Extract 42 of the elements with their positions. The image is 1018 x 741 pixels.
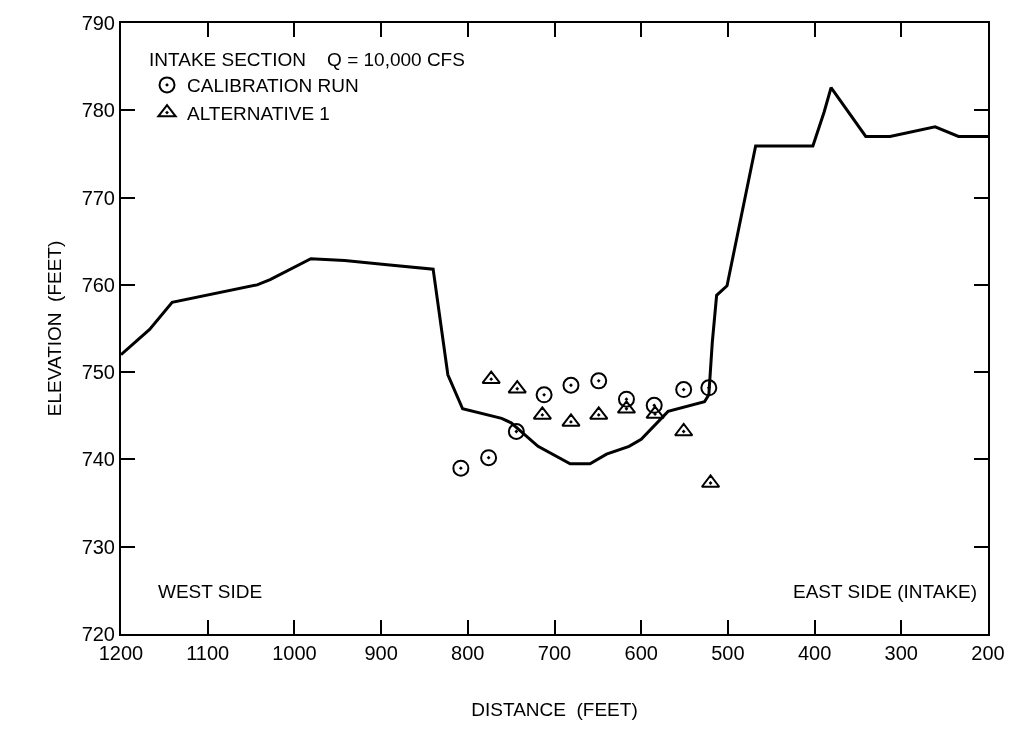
point [481, 370, 501, 384]
x-tick-label: 900 [364, 642, 398, 664]
y-tick-label: 720 [81, 623, 115, 645]
point [674, 423, 694, 437]
point [562, 376, 580, 394]
point [617, 390, 635, 408]
point [507, 380, 527, 394]
legend-label: CALIBRATION RUN [187, 75, 359, 97]
point [675, 381, 693, 399]
point [561, 413, 581, 427]
y-tick-label: 730 [81, 535, 115, 558]
x-tick-label: 1200 [98, 642, 144, 664]
y-tick-label: 790 [81, 12, 115, 34]
annotation: EAST SIDE (INTAKE) [793, 581, 978, 602]
x-axis-title: DISTANCE (FEET) [471, 699, 638, 721]
y-tick-label: 770 [81, 186, 115, 209]
x-tick-label: 300 [884, 642, 918, 664]
x-tick-label: 400 [797, 642, 832, 664]
point [645, 396, 663, 414]
point [480, 449, 498, 467]
legend-label: ALTERNATIVE 1 [187, 102, 330, 124]
y-tick-label: 740 [81, 448, 115, 471]
point [645, 405, 665, 419]
legend-title: INTAKE SECTION Q = 10,000 CFS [149, 49, 465, 71]
y-tick-label: 780 [81, 99, 115, 122]
y-axis-title: ELEVATION (FEET) [43, 240, 65, 417]
point [452, 459, 470, 477]
point [589, 406, 609, 420]
x-tick-label: 1100 [186, 642, 230, 664]
point [590, 372, 608, 390]
x-tick-label: 700 [537, 642, 572, 664]
y-tick-label: 760 [81, 273, 115, 296]
y-tick-label: 750 [81, 361, 115, 384]
x-tick-label: 600 [624, 642, 658, 664]
annotation: WEST SIDE [158, 581, 263, 602]
point [535, 386, 553, 404]
x-tick-label: 200 [971, 642, 1005, 664]
point [507, 423, 525, 440]
x-tick-label: 1000 [272, 642, 317, 664]
x-tick-label: 800 [451, 642, 485, 664]
point [700, 379, 718, 397]
x-tick-label: 500 [711, 642, 745, 664]
